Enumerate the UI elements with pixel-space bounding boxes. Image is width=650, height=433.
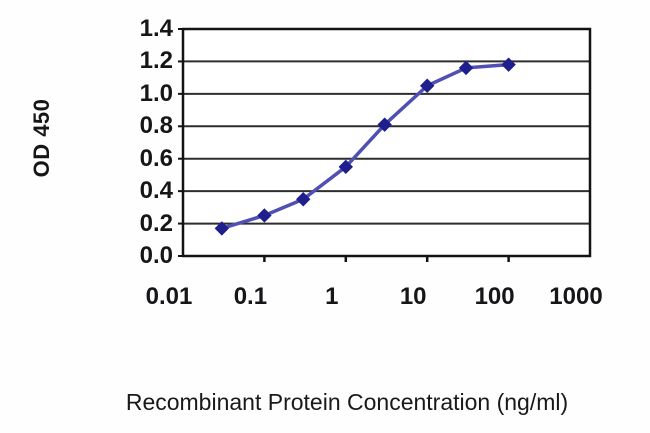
y-tick-label: 1.2 xyxy=(139,47,173,75)
x-tick-label: 0.01 xyxy=(145,283,193,310)
x-tick-label: 10 xyxy=(399,283,427,310)
data-point-marker xyxy=(214,221,230,236)
y-tick-label: 0.0 xyxy=(139,242,173,269)
y-tick-label: 1.4 xyxy=(139,15,173,42)
data-point-marker xyxy=(257,208,272,223)
data-point-marker xyxy=(377,117,392,132)
y-tick-label: 0.2 xyxy=(139,209,173,237)
y-tick-label: 0.6 xyxy=(139,144,173,172)
x-tick-label: 100 xyxy=(474,283,515,310)
y-axis-title: OD 450 xyxy=(29,98,54,178)
y-tick-label: 0.8 xyxy=(139,112,173,140)
data-point-marker xyxy=(458,60,474,76)
plot-border xyxy=(181,27,592,258)
data-point-marker xyxy=(419,78,435,93)
x-axis-title: Recombinant Protein Concentration (ng/ml… xyxy=(125,389,569,415)
data-point-marker xyxy=(338,159,354,175)
data-point-marker xyxy=(501,57,516,72)
x-tick-label: 1000 xyxy=(549,283,603,310)
y-tick-label: 1.0 xyxy=(139,79,173,107)
y-tick-label: 0.4 xyxy=(139,177,173,205)
data-point-marker xyxy=(296,192,311,207)
x-tick-label: 0.1 xyxy=(233,283,268,310)
x-tick-label: 1 xyxy=(325,283,339,310)
series-line xyxy=(221,62,509,231)
